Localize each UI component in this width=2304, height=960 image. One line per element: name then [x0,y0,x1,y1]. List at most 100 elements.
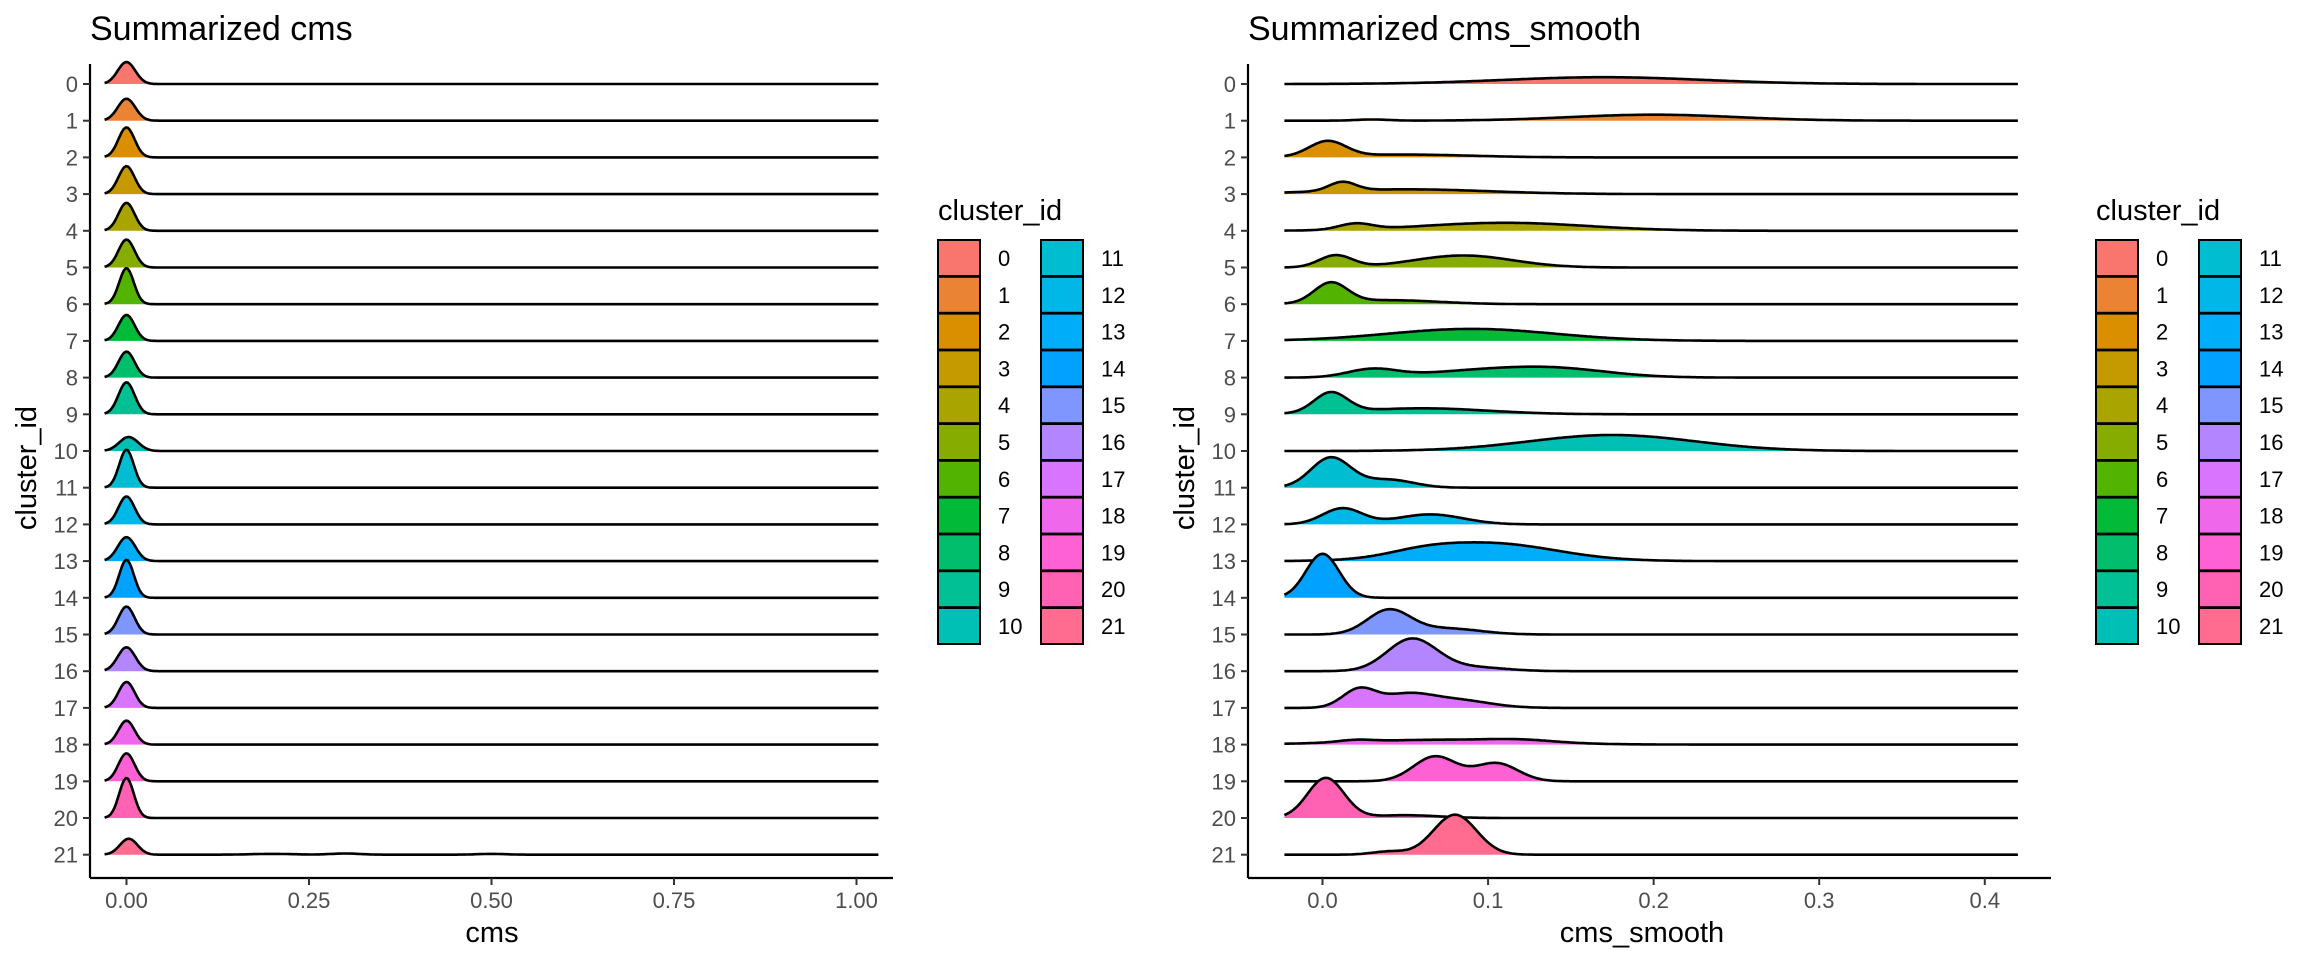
legend-swatch [2198,423,2242,461]
ridge-line [104,313,879,343]
ridge-line [1283,776,2018,820]
y-tick-label: 18 [1212,733,1236,758]
ridge-line [104,60,879,86]
legend-swatch [2095,423,2139,461]
legend-swatch [2198,496,2242,535]
x-tick-label: 0.2 [1638,888,1669,913]
ridge-fill [1284,687,2018,708]
legend-title: cluster_id [938,195,1062,227]
legend-label: 2 [998,320,1010,345]
legend-item-18: 18 [1040,496,1125,535]
legend-item-4: 4 [937,386,1010,425]
legend-swatch [2095,570,2139,609]
legend-label: 15 [2259,393,2283,418]
x-tick-label: 0.3 [1804,888,1835,913]
ridges [1283,75,2018,856]
legend-item-16: 16 [1040,423,1125,461]
ridge-6 [104,267,879,306]
ridge-fill [1284,638,2018,672]
legend-label: 12 [1101,283,1125,308]
ridge-18 [1284,737,2018,746]
legend-item-14: 14 [2198,349,2283,388]
ridge-15 [1284,607,2018,636]
legend-label: 10 [2156,614,2180,639]
ridge-fill [104,268,879,305]
y-tick-label: 3 [66,182,78,207]
y-tick-label: 19 [1212,769,1236,794]
ridge-line [104,126,879,159]
legend-swatch [1040,533,1084,572]
legend-label: 17 [1101,467,1125,492]
panel-summarized-cms-smooth: Summarized cms_smooth cms_smooth cluster… [1169,10,2283,949]
legend-swatch [2095,275,2139,314]
legend-item-5: 5 [937,423,1010,461]
legend-swatch [1040,607,1084,645]
ridge-20 [104,776,879,820]
legend-item-17: 17 [2198,459,2283,498]
legend-label: 19 [2259,540,2283,565]
y-tick-label: 4 [66,219,78,244]
y-tick-label: 9 [66,402,78,427]
ridge-fill [1284,366,2018,378]
ridge-line [1284,637,2018,673]
legend-swatch [1040,423,1084,461]
legend-swatch [2198,239,2242,277]
ridge-fill [1284,542,2018,562]
ridge-18 [104,719,879,746]
legend-swatch [2198,533,2242,572]
ridge-line [104,535,879,563]
y-tick-label: 11 [55,476,78,501]
legend-label: 21 [2259,614,2283,639]
x-tick-label: 0.25 [288,888,331,913]
legend-label: 4 [998,393,1010,418]
legend-swatch [937,607,981,645]
legend-item-19: 19 [2198,533,2283,572]
legend-swatch [2095,239,2139,277]
legend-item-8: 8 [2095,533,2168,572]
legend-item-1: 1 [937,275,1010,314]
ridge-line [104,267,879,306]
y-axis-title: cluster_id [1169,406,1201,530]
legend-label: 0 [2156,246,2168,271]
ridge-fill [1284,508,2018,525]
legend-label: 1 [998,283,1010,308]
ridge-19 [104,752,879,783]
legend-item-6: 6 [937,459,1010,498]
y-tick-label: 0 [1224,72,1236,97]
ridge-fill [104,647,879,672]
ridge-4 [1284,221,2018,233]
x-tick-label: 0.4 [1969,888,2000,913]
ridge-line [1284,221,2018,233]
y-tick-label: 5 [1224,256,1236,281]
ridge-fill [104,437,879,451]
legend-swatch [937,349,981,388]
legend-label: 7 [2156,504,2168,529]
ridge-7 [1284,327,2018,343]
ridge-10 [104,435,879,453]
ridge-3 [104,164,879,196]
y-tick-label: 17 [1212,696,1236,721]
ridge-line [1284,113,2018,122]
legend-item-15: 15 [2198,386,2283,425]
legend-swatch [1040,349,1084,388]
ridge-1 [104,97,879,122]
ridge-fill [1284,814,2018,855]
ridge-11 [1284,455,2018,489]
ridge-line [104,719,879,746]
y-tick-label: 19 [54,769,78,794]
legend-label: 17 [2259,467,2283,492]
ridge-6 [1284,280,2018,306]
y-tick-label: 6 [1224,292,1236,317]
legend-item-13: 13 [2198,312,2283,351]
x-tick-label: 0.00 [105,888,148,913]
legend-label: 3 [2156,356,2168,381]
y-tick-label: 21 [1212,843,1236,868]
legend-swatch [937,496,981,535]
y-tick-label: 12 [54,512,78,537]
y-tick-label: 6 [66,292,78,317]
legend-item-0: 0 [2095,239,2168,277]
ridge-2 [104,126,879,159]
ridge-2 [1284,139,2018,159]
ridge-fill [1284,114,2018,121]
legend-item-9: 9 [937,570,1010,609]
